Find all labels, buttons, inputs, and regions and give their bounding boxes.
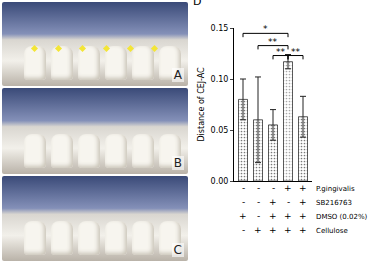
svg-text:D: D — [193, 0, 201, 8]
svg-text:+: + — [299, 197, 307, 207]
svg-text:-: - — [257, 211, 260, 221]
svg-text:0.00: 0.00 — [211, 177, 229, 186]
svg-text:+: + — [284, 225, 292, 235]
svg-text:-: - — [272, 183, 275, 193]
svg-text:+: + — [269, 197, 277, 207]
svg-text:-: - — [242, 183, 245, 193]
svg-text:-: - — [242, 197, 245, 207]
svg-text:**: ** — [276, 47, 286, 57]
svg-text:-: - — [242, 225, 245, 235]
svg-text:+: + — [239, 211, 247, 221]
svg-text:Distance of CEJ-AC: Distance of CEJ-AC — [197, 67, 206, 142]
svg-text:0.05: 0.05 — [211, 126, 229, 135]
svg-text:**: ** — [291, 47, 301, 57]
svg-text:+: + — [284, 183, 292, 193]
svg-text:+: + — [254, 225, 262, 235]
svg-text:0.15: 0.15 — [211, 24, 229, 33]
svg-text:+: + — [299, 225, 307, 235]
svg-text:+: + — [284, 211, 292, 221]
svg-text:Cellulose: Cellulose — [316, 227, 348, 235]
svg-text:+: + — [299, 211, 307, 221]
svg-text:P.gingivalis: P.gingivalis — [316, 185, 355, 193]
svg-text:SB216763: SB216763 — [316, 199, 352, 207]
html-text:A: A — [173, 68, 182, 82]
svg-text:+: + — [269, 211, 277, 221]
svg-text:+: + — [299, 183, 307, 193]
svg-text:+: + — [269, 225, 277, 235]
svg-text:DMSO (0.02%): DMSO (0.02%) — [316, 213, 368, 221]
svg-text:*: * — [263, 24, 268, 34]
html-text:B: B — [173, 156, 182, 170]
html-text:C: C — [173, 243, 182, 257]
svg-text:-: - — [257, 197, 260, 207]
svg-text:0.10: 0.10 — [211, 75, 229, 84]
svg-text:-: - — [287, 197, 290, 207]
svg-text:-: - — [257, 183, 260, 193]
svg-text:**: ** — [268, 37, 278, 47]
